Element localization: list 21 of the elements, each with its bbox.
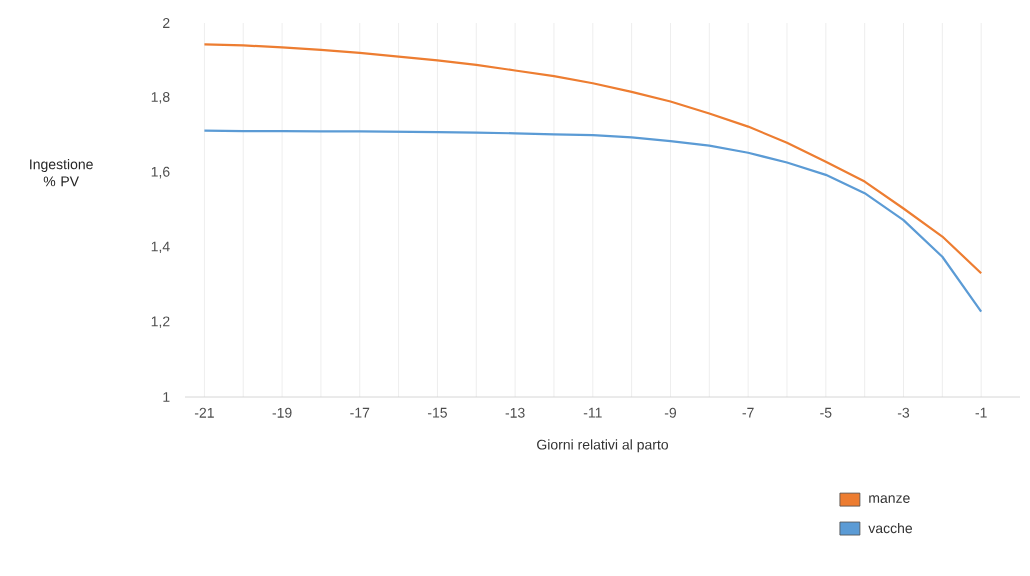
y-tick-label: 1,4 [151,241,170,254]
y-tick-label: 1 [163,392,170,402]
x-tick-label: -21 [194,407,214,418]
legend-label: manze [869,495,910,503]
x-tick-label: -1 [975,407,987,418]
x-tick-label: -15 [427,407,447,418]
x-axis-title: Giorni relativi al parto [537,439,669,453]
x-tick-label: -5 [820,407,832,418]
x-tick-label: -19 [272,407,292,418]
y-tick-label: 1,2 [151,316,170,328]
y-tick-label: 1,8 [151,92,170,104]
x-tick-label: -13 [505,407,525,418]
x-tick-label: -11 [583,407,602,418]
x-tick-label: -7 [742,407,754,418]
x-tick-label: -17 [350,407,370,418]
y-axis-title: Ingestione % PV [30,158,93,187]
x-tick-label: -9 [664,407,677,418]
x-tick-label: -3 [897,407,910,418]
legend-label: vacche [868,522,913,534]
y-tick-label: 1,6 [151,166,170,179]
y-tick-label: 2 [163,18,170,28]
